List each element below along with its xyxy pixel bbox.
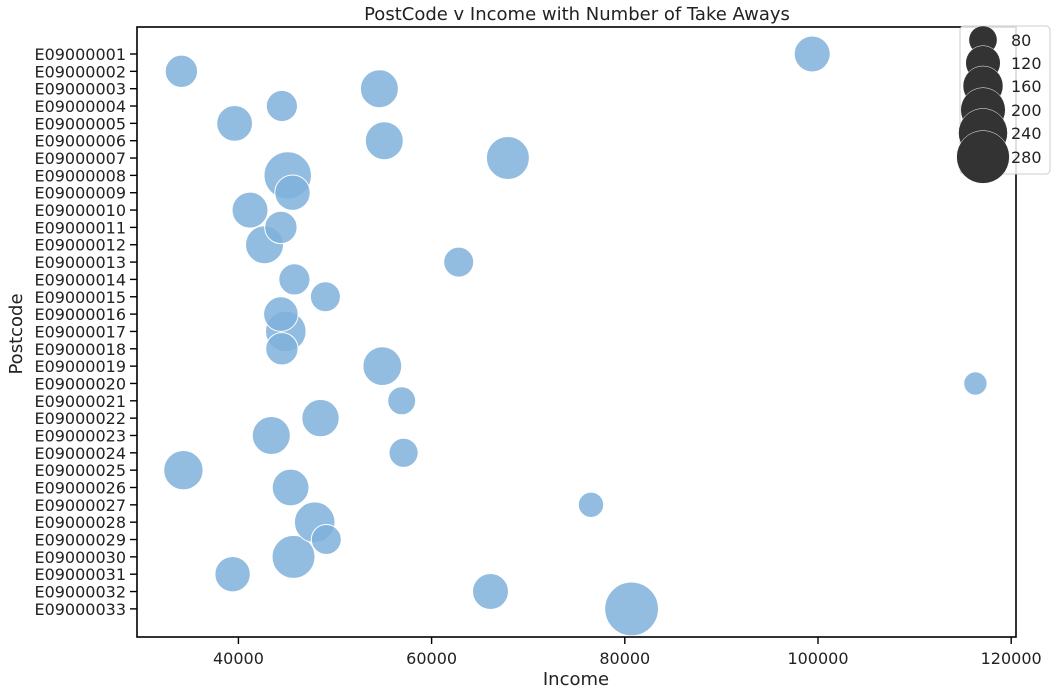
data-point-e09000033 xyxy=(604,581,659,637)
y-tick-label: E09000008 xyxy=(34,166,126,185)
y-tick-label: E09000021 xyxy=(34,392,126,411)
data-point-e09000002 xyxy=(164,54,199,89)
data-point-e09000004 xyxy=(265,89,298,123)
y-tick-label: E09000032 xyxy=(34,583,126,602)
x-axis: 40000 60000 80000 100000 120000 xyxy=(213,637,1042,668)
y-tick-label: E09000020 xyxy=(34,374,126,393)
x-tick-label: 40000 xyxy=(213,649,264,668)
x-tick-label: 80000 xyxy=(599,649,650,668)
legend-label-240: 240 xyxy=(1011,124,1042,143)
x-axis-label: Income xyxy=(543,669,609,690)
legend-label-160: 160 xyxy=(1011,77,1042,96)
y-tick-label: E09000015 xyxy=(34,288,126,307)
data-point-e09000013 xyxy=(443,246,475,278)
data-point-e09000005 xyxy=(216,105,254,142)
data-point-e09000011 xyxy=(264,210,298,245)
y-tick-label: E09000024 xyxy=(34,444,126,463)
y-tick-label: E09000016 xyxy=(34,305,126,324)
data-point-e09000030 xyxy=(271,534,316,579)
data-point-e09000021 xyxy=(387,386,417,416)
y-tick-label: E09000010 xyxy=(34,201,126,220)
y-tick-label: E09000023 xyxy=(34,426,126,445)
y-tick-label: E09000009 xyxy=(34,184,126,203)
y-tick-label: E09000026 xyxy=(34,479,126,498)
data-point-e09000025 xyxy=(163,450,204,491)
data-point-e09000007 xyxy=(485,136,530,180)
legend-label-280: 280 xyxy=(1011,148,1042,167)
y-tick-label: E09000029 xyxy=(34,531,126,550)
data-point-e09000003 xyxy=(359,69,399,109)
data-point-e09000026 xyxy=(271,468,310,507)
y-tick-label: E09000005 xyxy=(34,114,126,133)
y-tick-label: E09000003 xyxy=(34,80,126,99)
legend-label-200: 200 xyxy=(1011,101,1042,120)
y-tick-label: E09000011 xyxy=(34,218,126,237)
legend-marker-280 xyxy=(956,130,1010,184)
y-tick-label: E09000018 xyxy=(34,340,126,359)
data-point-e09000024 xyxy=(388,437,419,468)
y-axis: E09000001E09000002E09000003E09000004E090… xyxy=(34,45,137,619)
data-point-e09000009 xyxy=(274,174,311,211)
data-point-e09000027 xyxy=(577,491,605,518)
y-tick-label: E09000028 xyxy=(34,513,126,532)
y-tick-label: E09000012 xyxy=(34,236,126,255)
y-axis-label: Postcode xyxy=(6,293,27,374)
y-tick-label: E09000019 xyxy=(34,357,126,376)
data-point-e09000015 xyxy=(309,281,341,313)
data-point-e09000022 xyxy=(301,398,340,438)
y-tick-label: E09000017 xyxy=(34,322,126,341)
y-tick-label: E09000033 xyxy=(34,600,126,619)
y-tick-label: E09000027 xyxy=(34,496,126,515)
y-tick-label: E09000004 xyxy=(34,97,126,116)
y-tick-label: E09000006 xyxy=(34,132,126,151)
points-layer xyxy=(163,35,988,637)
size-legend: 80 120 160 200 240 280 xyxy=(956,25,1051,184)
legend-label-120: 120 xyxy=(1011,54,1042,73)
data-point-e09000019 xyxy=(362,346,403,387)
y-tick-label: E09000013 xyxy=(34,253,126,272)
data-point-e09000016 xyxy=(263,296,299,332)
data-point-e09000006 xyxy=(364,121,404,161)
y-tick-label: E09000025 xyxy=(34,461,126,480)
x-tick-label: 120000 xyxy=(981,649,1042,668)
y-tick-label: E09000002 xyxy=(34,62,126,81)
data-point-e09000001 xyxy=(793,35,831,73)
data-point-e09000032 xyxy=(472,573,509,610)
y-tick-label: E09000022 xyxy=(34,409,126,428)
data-point-e09000029 xyxy=(310,524,342,555)
chart-title: PostCode v Income with Number of Take Aw… xyxy=(364,4,790,25)
data-point-e09000014 xyxy=(278,263,311,296)
legend-label-80: 80 xyxy=(1011,31,1031,50)
y-tick-label: E09000031 xyxy=(34,565,126,584)
x-tick-label: 60000 xyxy=(406,649,457,668)
y-tick-label: E09000014 xyxy=(34,270,126,289)
data-point-e09000010 xyxy=(231,191,269,229)
y-tick-label: E09000030 xyxy=(34,548,126,567)
x-tick-label: 100000 xyxy=(787,649,848,668)
data-point-e09000031 xyxy=(214,556,251,593)
data-point-e09000020 xyxy=(963,371,988,396)
data-point-e09000018 xyxy=(265,332,299,366)
y-tick-label: E09000007 xyxy=(34,149,126,168)
y-tick-label: E09000001 xyxy=(34,45,126,64)
data-point-e09000023 xyxy=(251,416,291,455)
